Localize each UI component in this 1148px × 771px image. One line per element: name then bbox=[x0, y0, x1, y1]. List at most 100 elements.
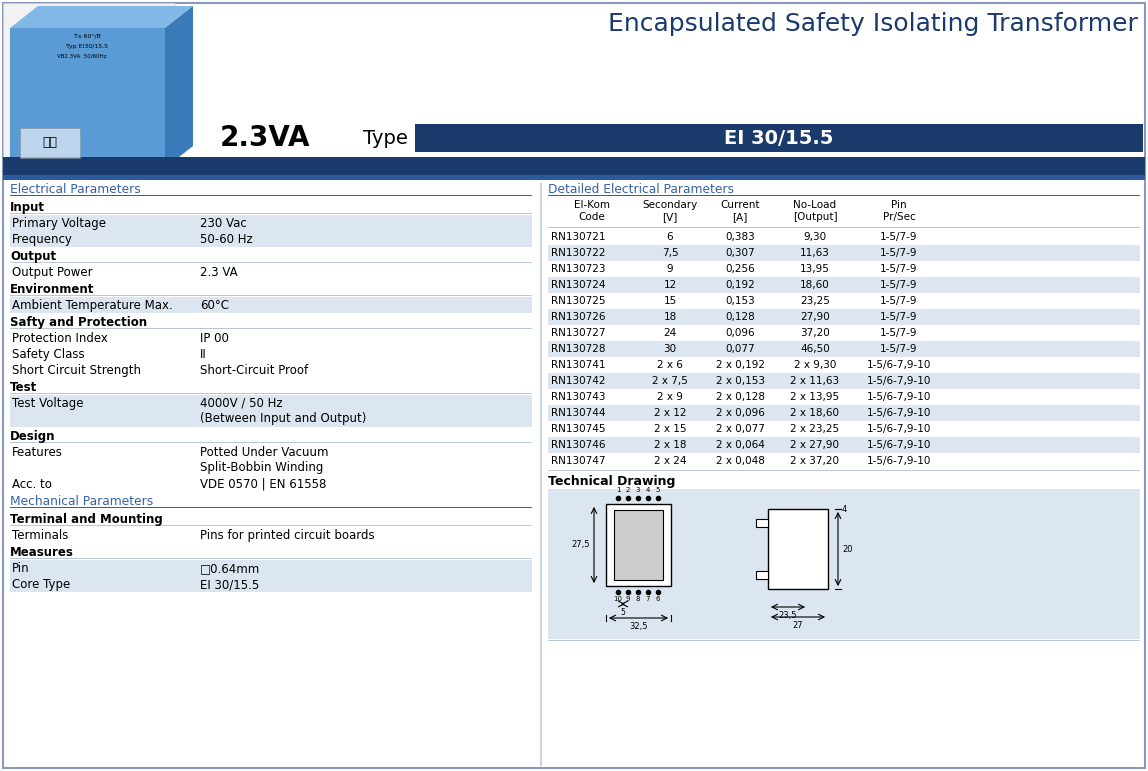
Text: II: II bbox=[200, 348, 207, 361]
Text: 2 x 18: 2 x 18 bbox=[653, 440, 687, 450]
Text: Protection Index: Protection Index bbox=[11, 332, 108, 345]
Text: Pin: Pin bbox=[11, 562, 30, 575]
Text: 2 x 23,25: 2 x 23,25 bbox=[791, 424, 839, 434]
Text: Electrical Parameters: Electrical Parameters bbox=[10, 183, 141, 196]
Text: Detailed Electrical Parameters: Detailed Electrical Parameters bbox=[548, 183, 734, 196]
Text: 60°C: 60°C bbox=[200, 299, 228, 312]
Text: 23,5: 23,5 bbox=[778, 611, 797, 620]
Text: Output Power: Output Power bbox=[11, 266, 93, 279]
Text: 0,128: 0,128 bbox=[726, 312, 755, 322]
Text: Mechanical Parameters: Mechanical Parameters bbox=[10, 495, 153, 508]
Bar bbox=[548, 357, 1140, 373]
Text: Technical Drawing: Technical Drawing bbox=[548, 475, 675, 488]
Text: 2.3 VA: 2.3 VA bbox=[200, 266, 238, 279]
Bar bbox=[540, 183, 542, 766]
Text: 50-60 Hz: 50-60 Hz bbox=[200, 233, 253, 246]
Text: Short-Circuit Proof: Short-Circuit Proof bbox=[200, 364, 308, 377]
Bar bbox=[548, 309, 1140, 325]
Text: □0.64mm: □0.64mm bbox=[200, 562, 261, 575]
Bar bbox=[548, 373, 1140, 389]
Text: 0,096: 0,096 bbox=[726, 328, 755, 338]
Text: Acc. to: Acc. to bbox=[11, 478, 52, 491]
Text: 1-5/6-7,9-10: 1-5/6-7,9-10 bbox=[867, 360, 931, 370]
Text: No-Load
[Output]: No-Load [Output] bbox=[792, 200, 837, 222]
Text: RN130747: RN130747 bbox=[551, 456, 605, 466]
Text: Output: Output bbox=[10, 250, 56, 263]
Text: 1-5/7-9: 1-5/7-9 bbox=[881, 248, 917, 258]
Text: RN130723: RN130723 bbox=[551, 264, 605, 274]
Bar bbox=[548, 325, 1140, 341]
Text: 2 x 11,63: 2 x 11,63 bbox=[791, 376, 839, 386]
Text: RN130722: RN130722 bbox=[551, 248, 605, 258]
Text: 30: 30 bbox=[664, 344, 676, 354]
Bar bbox=[606, 504, 670, 586]
Text: EI 30/15.5: EI 30/15.5 bbox=[724, 129, 833, 147]
Text: 2.3VA: 2.3VA bbox=[219, 124, 310, 152]
Text: Type: Type bbox=[363, 129, 408, 147]
Text: 6: 6 bbox=[656, 596, 660, 602]
Text: 27: 27 bbox=[792, 621, 804, 630]
Text: Primary Voltage: Primary Voltage bbox=[11, 217, 106, 230]
Text: RN130725: RN130725 bbox=[551, 296, 605, 306]
Text: 24: 24 bbox=[664, 328, 676, 338]
Text: Features: Features bbox=[11, 446, 63, 459]
Text: 1-5/6-7,9-10: 1-5/6-7,9-10 bbox=[867, 424, 931, 434]
Polygon shape bbox=[10, 6, 193, 28]
Bar bbox=[768, 509, 828, 589]
Text: 37,20: 37,20 bbox=[800, 328, 830, 338]
Text: 2 x 13,95: 2 x 13,95 bbox=[791, 392, 839, 402]
Bar bbox=[3, 3, 174, 175]
Text: Environment: Environment bbox=[10, 283, 94, 296]
Text: 4000V / 50 Hz
(Between Input and Output): 4000V / 50 Hz (Between Input and Output) bbox=[200, 397, 366, 425]
Text: 2 x 0,192: 2 x 0,192 bbox=[715, 360, 765, 370]
Text: 7: 7 bbox=[645, 596, 650, 602]
Text: 18,60: 18,60 bbox=[800, 280, 830, 290]
Text: 0,077: 0,077 bbox=[726, 344, 755, 354]
Text: 1-5/7-9: 1-5/7-9 bbox=[881, 328, 917, 338]
Bar bbox=[614, 510, 664, 580]
Text: Short Circuit Strength: Short Circuit Strength bbox=[11, 364, 141, 377]
Text: 1-5/7-9: 1-5/7-9 bbox=[881, 280, 917, 290]
Bar bbox=[548, 437, 1140, 453]
Text: 1-5/7-9: 1-5/7-9 bbox=[881, 344, 917, 354]
Text: Tx 60°/B: Tx 60°/B bbox=[73, 34, 100, 39]
Text: RN130742: RN130742 bbox=[551, 376, 605, 386]
Text: 27,90: 27,90 bbox=[800, 312, 830, 322]
Bar bbox=[548, 195, 1140, 196]
Bar bbox=[10, 560, 532, 576]
Text: 32,5: 32,5 bbox=[629, 622, 647, 631]
Bar bbox=[548, 229, 1140, 245]
Text: 9,30: 9,30 bbox=[804, 232, 827, 242]
Text: 9: 9 bbox=[626, 596, 630, 602]
Bar bbox=[548, 227, 1140, 228]
Text: 4: 4 bbox=[841, 504, 847, 513]
Text: 46,50: 46,50 bbox=[800, 344, 830, 354]
Bar bbox=[10, 195, 532, 196]
Bar bbox=[10, 295, 532, 296]
Text: 2 x 0,048: 2 x 0,048 bbox=[715, 456, 765, 466]
Text: 2 x 7,5: 2 x 7,5 bbox=[652, 376, 688, 386]
Bar bbox=[757, 519, 768, 527]
Text: 4: 4 bbox=[646, 487, 650, 493]
Text: 8: 8 bbox=[636, 596, 641, 602]
Text: 0,192: 0,192 bbox=[726, 280, 755, 290]
Text: 13,95: 13,95 bbox=[800, 264, 830, 274]
Text: VDE 0570 | EN 61558: VDE 0570 | EN 61558 bbox=[200, 478, 326, 491]
Text: Frequency: Frequency bbox=[11, 233, 72, 246]
Text: Current
[A]: Current [A] bbox=[720, 200, 760, 222]
Text: 1-5/7-9: 1-5/7-9 bbox=[881, 312, 917, 322]
Text: 18: 18 bbox=[664, 312, 676, 322]
Bar bbox=[10, 393, 532, 394]
Text: Terminals: Terminals bbox=[11, 529, 69, 542]
Text: 23,25: 23,25 bbox=[800, 296, 830, 306]
Text: 2 x 9,30: 2 x 9,30 bbox=[793, 360, 836, 370]
Text: Safty and Protection: Safty and Protection bbox=[10, 316, 147, 329]
Text: VB2.3VA  50/60Hz: VB2.3VA 50/60Hz bbox=[57, 54, 107, 59]
Bar bbox=[548, 293, 1140, 309]
Bar bbox=[3, 157, 1145, 175]
Text: Encapsulated Safety Isolating Transformer: Encapsulated Safety Isolating Transforme… bbox=[608, 12, 1138, 36]
Bar bbox=[10, 525, 532, 526]
Text: 2 x 9: 2 x 9 bbox=[657, 392, 683, 402]
Bar bbox=[20, 128, 80, 158]
Bar bbox=[10, 395, 532, 427]
